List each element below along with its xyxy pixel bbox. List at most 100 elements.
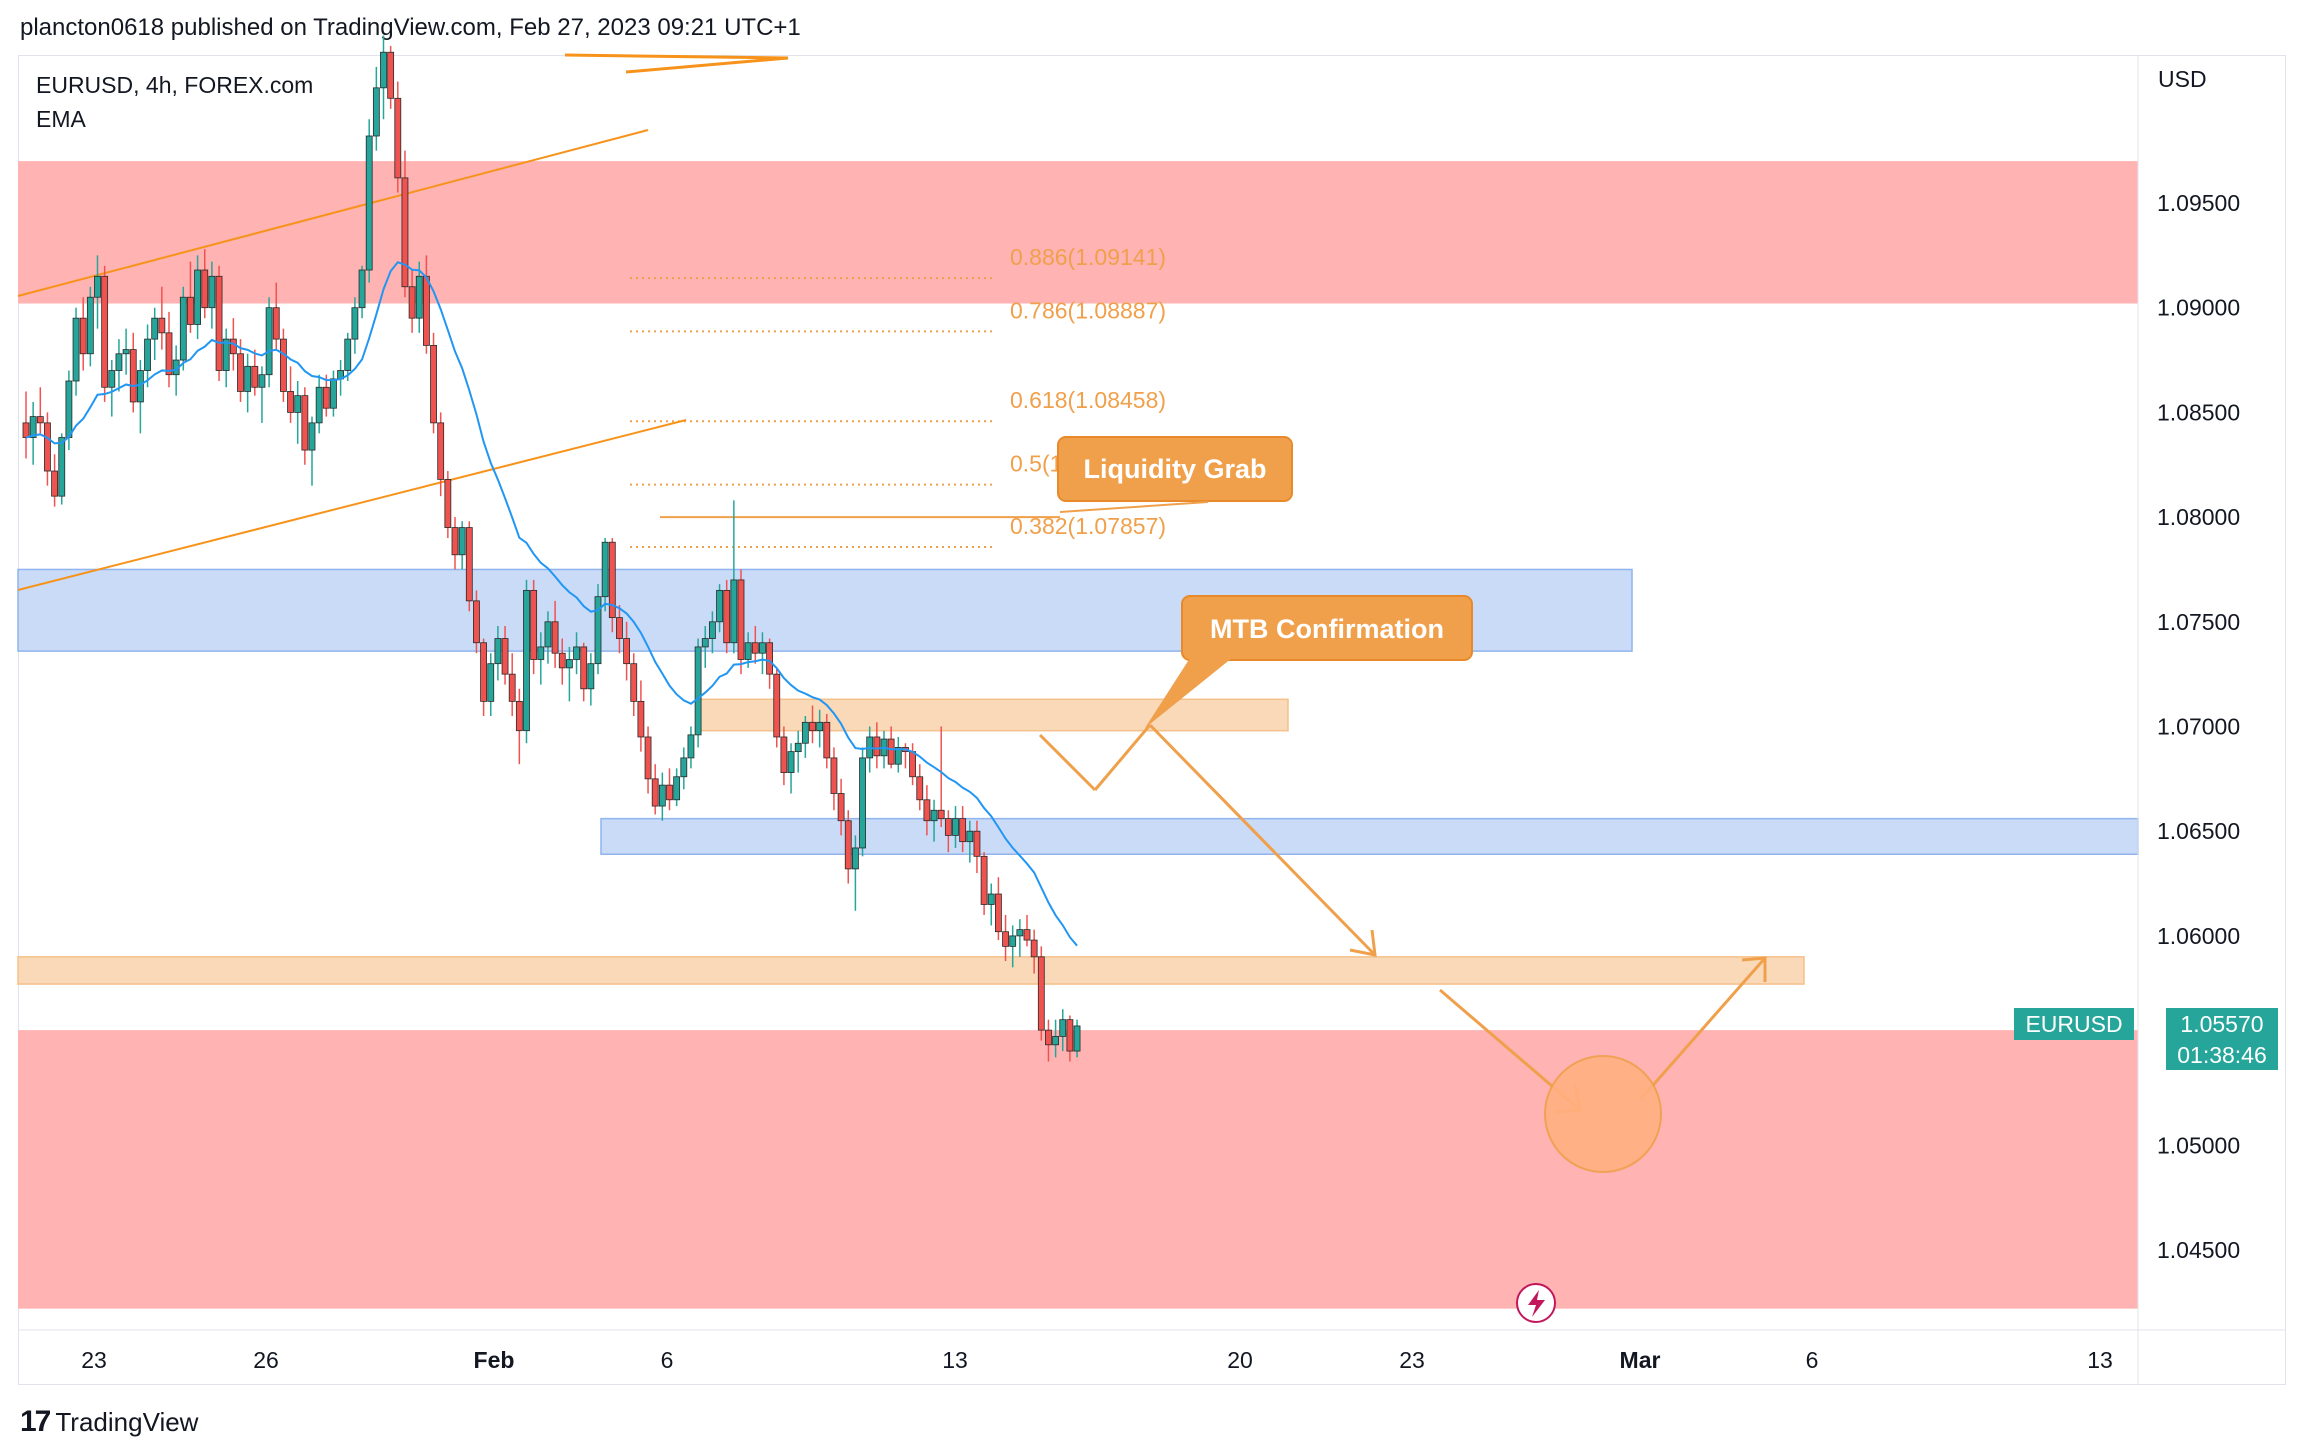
candle-bear [959,818,967,843]
candle-bull [787,751,795,773]
candle-bull [179,296,187,361]
arrow-head [1349,929,1377,957]
candle-bull [380,51,387,89]
candle-bear [773,673,781,738]
annotations-layer: Liquidity Grab MTB Confirmation [1038,436,1767,1323]
candle-bear [422,275,430,346]
candle-bull [415,275,423,319]
mtb-pointer [1145,658,1232,728]
candle-bull [816,721,824,732]
candle-bull [601,541,609,598]
candle-bull [680,757,688,778]
candle-bull [365,135,373,271]
candle-bear [301,395,309,451]
time-tick-label: 23 [1399,1347,1425,1373]
arrow-head [1741,956,1767,982]
zones-layer [17,161,2139,1309]
projection-arrow [1638,957,1767,1101]
candle-bull [94,275,101,298]
time-tick-label: 23 [81,1347,107,1373]
channel-upper-line [17,129,649,297]
candle-bear [79,317,87,355]
candle-bear [237,353,244,392]
zone-order-block [17,956,1805,985]
candle-bear [251,365,259,388]
top-arrow-line [564,53,789,74]
candle-bull [716,589,723,623]
legend-indicator[interactable]: EMA [36,106,86,132]
price-tick-label: 1.06500 [2157,818,2240,844]
candle-bear [272,307,280,340]
candle-bull [86,296,94,355]
ema-line [25,261,1078,947]
time-tick-label: Mar [1620,1347,1661,1373]
candle-bear [401,177,409,288]
candle-bull [587,663,595,690]
candle-bull [72,317,80,382]
chart-frame[interactable] [18,55,2286,1385]
time-tick-label: 6 [1806,1347,1819,1373]
candle-bull [794,742,802,753]
candle-bear [923,799,931,822]
candle-bear [444,479,452,528]
candle-bear [823,721,831,759]
price-tick-label: 1.07000 [2157,714,2240,740]
candle-bear [473,600,480,644]
fib-level-label: 0.886(1.09141) [1010,244,1166,270]
footer-brand[interactable]: TradingView [55,1406,199,1437]
candle-bull [330,378,337,409]
candle-bear [508,673,516,702]
candle-bear [480,642,488,702]
candle-bear [129,349,137,403]
candle-bull [1009,935,1017,947]
projection-arrow [1093,724,1152,791]
candle-bear [973,830,981,857]
candle-bear [751,642,759,654]
candle-bull [952,818,959,836]
candle-bull [537,646,545,660]
candle-bull [344,338,352,371]
candle-bull [151,317,159,340]
candle-bear [1066,1019,1074,1052]
candle-bear [623,638,630,665]
candle-bear [387,51,395,99]
mtb-label-box [1181,595,1473,661]
candle-bull [29,416,37,438]
candle-bull [244,365,252,392]
candle-bull [744,642,752,660]
candle-bull [544,621,552,648]
candle-bear [279,338,287,392]
candle-bull [852,847,859,870]
candle-bear [666,784,673,801]
zone-supply-target [18,1030,2138,1309]
candle-bear [1045,1029,1052,1046]
candle-bull [759,642,766,654]
candles-layer [22,35,1081,1062]
candle-bear [187,296,194,325]
price-tick-label: 1.05000 [2157,1132,2240,1158]
candle-bull [801,721,809,744]
time-tick-label: 26 [253,1347,279,1373]
candle-bear [887,738,895,765]
candle-bear [36,416,44,424]
liquidity-grab-pointer [1059,501,1209,513]
candle-bear [580,646,588,690]
drawing-lines-layer [17,53,789,591]
candle-bear [1023,929,1031,941]
candle-bear [437,422,445,480]
candle-bear [873,736,881,757]
currency-label: USD [2158,66,2207,92]
fib-level-label: 0.618(1.08458) [1010,387,1166,413]
candle-bear [995,893,1002,933]
candle-bear [980,855,988,905]
target-circle [1544,1055,1662,1173]
candle-bull [122,349,130,355]
candle-bear [165,332,173,376]
zone-demand [600,817,2139,855]
candle-bull [115,353,123,371]
candle-bull [208,275,216,309]
candle-bull [487,663,495,702]
candle-bull [673,776,681,801]
legend-symbol[interactable]: EURUSD, 4h, FOREX.com [36,72,314,98]
